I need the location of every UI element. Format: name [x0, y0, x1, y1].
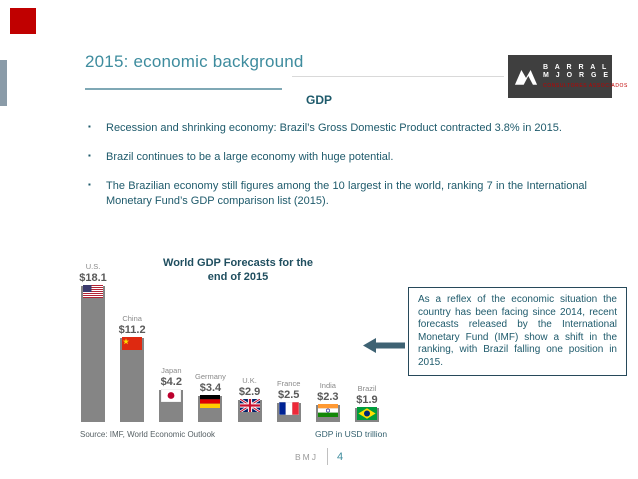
bullet-item: ▪ Brazil continues to be a large economy… — [88, 150, 587, 165]
france-flag-icon — [278, 402, 299, 415]
source-note: Source: IMF, World Economic Outlook — [80, 430, 216, 439]
chart-bar — [198, 395, 223, 422]
chart-value-label: $4.2 — [160, 376, 182, 388]
title-underline — [85, 88, 282, 90]
chart-bar — [159, 388, 184, 422]
chart-country-label: Japan — [161, 366, 182, 375]
chart-bar — [315, 404, 340, 422]
chart-country-label: India — [319, 381, 336, 390]
chart-value-label: $2.9 — [238, 386, 261, 398]
chart-value-label: $18.1 — [79, 272, 107, 284]
chart-column: Japan $4.2 — [152, 366, 190, 422]
chart-bar — [354, 407, 379, 422]
us-flag-icon — [83, 285, 103, 298]
chart-column: China $11.2 — [113, 314, 151, 422]
uk-flag-icon — [238, 397, 261, 414]
logo-tagline: CONSULTORES ASSOCIADOS — [543, 83, 628, 90]
chart-country-label: Brazil — [357, 384, 377, 393]
bullet-text: Brazil continues to be a large economy w… — [106, 150, 394, 163]
chart-column: India $2.3 — [309, 381, 347, 422]
footer-divider — [326, 448, 328, 465]
chart-column: Germany $3.4 — [191, 372, 229, 422]
chart-column: U.K. $2.9 — [231, 376, 269, 422]
footer-brand: BMJ — [294, 451, 318, 462]
annotation-callout: As a reflex of the economic situation th… — [408, 287, 627, 376]
title-rule — [292, 76, 504, 77]
chart-value-label: $2.5 — [277, 389, 300, 401]
mountain-logo-icon — [514, 67, 538, 86]
brazil-flag-icon — [356, 407, 377, 420]
chart-column: France $2.5 — [270, 379, 308, 422]
germany-flag-icon — [200, 395, 221, 408]
chart-country-label: China — [122, 314, 142, 323]
chart-country-label: France — [277, 379, 301, 388]
chart-bar — [81, 285, 105, 422]
slide-footer: BMJ 4 — [0, 448, 638, 465]
bullet-text: Recession and shrinking economy: Brazil’… — [106, 122, 562, 134]
chart-column: U.S. $18.1 — [74, 262, 112, 422]
chart-title: World GDP Forecasts for the end of 2015 — [163, 257, 313, 284]
bullet-square-icon: ▪ — [88, 122, 91, 131]
japan-flag-icon — [161, 388, 182, 403]
left-accent-bar — [0, 60, 7, 106]
chart-bar — [120, 337, 145, 422]
chart-value-label: $1.9 — [356, 394, 378, 406]
page-title: 2015: economic background — [85, 52, 304, 71]
bullet-item: ▪ Recession and shrinking economy: Brazi… — [88, 121, 587, 136]
page-number: 4 — [336, 450, 344, 463]
chart-bar — [276, 402, 301, 422]
chart-value-label: $11.2 — [118, 324, 146, 336]
india-flag-icon — [317, 404, 338, 417]
logo-line2: M J O R G E — [543, 72, 611, 80]
bullet-square-icon: ▪ — [88, 150, 91, 160]
section-heading: GDP — [305, 93, 332, 107]
chart-country-label: Germany — [195, 372, 226, 381]
chart-column: Brazil $1.9 — [348, 384, 386, 422]
company-logo: B A R R A L M J O R G E CONSULTORES ASSO… — [508, 55, 627, 98]
chart-value-label: $2.3 — [317, 391, 339, 403]
chart-country-label: U.S. — [85, 262, 101, 271]
brand-red-square — [10, 8, 36, 34]
gdp-bar-chart: U.S. $18.1 China $11.2 Japan $4.2 — [74, 262, 386, 422]
bullet-list: ▪ Recession and shrinking economy: Brazi… — [88, 121, 587, 222]
left-arrow-icon — [363, 338, 405, 353]
chart-bar — [237, 397, 262, 422]
chart-country-label: U.K. — [242, 376, 257, 385]
china-flag-icon — [122, 337, 143, 350]
bullet-item: ▪ The Brazilian economy still figures am… — [88, 179, 587, 209]
logo-line1: B A R R A L — [543, 63, 609, 71]
bullet-text: The Brazilian economy still figures amon… — [106, 179, 587, 207]
chart-value-label: $3.4 — [199, 382, 222, 394]
unit-note: GDP in USD trillion — [315, 429, 388, 439]
bullet-square-icon: ▪ — [88, 179, 91, 189]
